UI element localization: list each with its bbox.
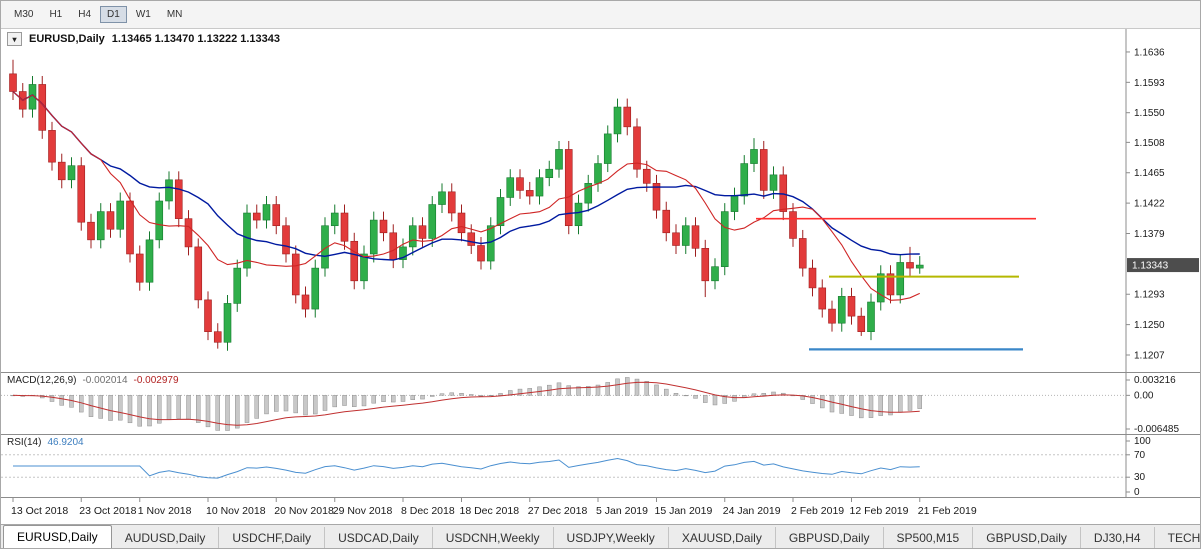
- rsi-line: [13, 457, 920, 479]
- macd-axis-label: 0.00: [1134, 390, 1154, 401]
- date-label: 12 Feb 2019: [850, 505, 909, 517]
- chart-tab-xauusd-daily[interactable]: XAUUSD,Daily: [669, 527, 776, 548]
- price-tick-label: 1.1636: [1134, 47, 1165, 58]
- chart-area: 1.1636 1.1593 1.1550 1.1508 1.1465 1.1422 1.13…: [1, 29, 1200, 524]
- date-label: 10 Nov 2018: [206, 505, 266, 517]
- chart-tab-dj30-h4[interactable]: DJ30,H4: [1081, 527, 1155, 548]
- macd-panel: 0.003216 0.00 -0.006485 MACD(12,26,9) -0.0…: [1, 373, 1200, 435]
- svg-text:1.13343: 1.13343: [1132, 261, 1169, 272]
- timeframe-button-h1[interactable]: H1: [42, 6, 69, 23]
- date-label: 15 Jan 2019: [655, 505, 713, 517]
- rsi-axis-label: 0: [1134, 487, 1140, 498]
- ma-fast: [12, 91, 920, 301]
- price-tick-label: 1.1293: [1134, 290, 1165, 301]
- chart-tab-usdchf-daily[interactable]: USDCHF,Daily: [219, 527, 326, 548]
- macd-signal-line: [12, 381, 920, 426]
- chart-tab-sp500-m15[interactable]: SP500,M15: [884, 527, 974, 548]
- date-label: 1 Nov 2018: [138, 505, 192, 517]
- price-tick-label: 1.1422: [1134, 199, 1165, 210]
- timeframe-button-d1[interactable]: D1: [100, 6, 127, 23]
- timeframe-button-mn[interactable]: MN: [160, 6, 190, 23]
- rsi-panel: 100 70 30 0 RSI(14) 46.9204: [1, 435, 1200, 498]
- current-price-badge: 1.13343: [1127, 258, 1199, 273]
- chart-tab-audusd-daily[interactable]: AUDUSD,Daily: [112, 527, 220, 548]
- date-label: 8 Dec 2018: [401, 505, 455, 517]
- macd-axis-label: 0.003216: [1134, 375, 1176, 386]
- date-label: 2 Feb 2019: [791, 505, 844, 517]
- rsi-indicator-chart[interactable]: 100 70 30 0: [1, 435, 1200, 498]
- macd-axis-label: -0.006485: [1134, 424, 1179, 435]
- timeframe-toolbar: M30 H1 H4 D1 W1 MN: [1, 1, 1200, 29]
- timeframe-button-w1[interactable]: W1: [129, 6, 158, 23]
- symbol-dropdown-button[interactable]: ▾: [7, 32, 22, 46]
- chart-tab-gbpusd-daily[interactable]: GBPUSD,Daily: [776, 527, 884, 548]
- date-label: 18 Dec 2018: [460, 505, 520, 517]
- ma-slow: [12, 90, 920, 261]
- date-label: 23 Oct 2018: [79, 505, 136, 517]
- rsi-axis-label: 100: [1134, 436, 1151, 447]
- candles: [9, 59, 924, 351]
- macd-histogram: [10, 377, 922, 431]
- chart-tab-gbpusd-daily[interactable]: GBPUSD,Daily: [973, 527, 1081, 548]
- price-tick-label: 1.1250: [1134, 320, 1165, 331]
- time-axis: 13 Oct 2018 23 Oct 2018 1 Nov 2018 10 Nov 2…: [1, 498, 1200, 524]
- price-tick-label: 1.1207: [1134, 350, 1165, 361]
- date-label: 5 Jan 2019: [596, 505, 648, 517]
- price-tick-label: 1.1550: [1134, 108, 1165, 119]
- price-tick-label: 1.1508: [1134, 138, 1165, 149]
- time-axis-labels[interactable]: 13 Oct 2018 23 Oct 2018 1 Nov 2018 10 Nov 2…: [1, 498, 1200, 524]
- macd-indicator-chart[interactable]: 0.003216 0.00 -0.006485: [1, 373, 1200, 435]
- timeframe-button-h4[interactable]: H4: [71, 6, 98, 23]
- chart-tab-usdjpy-weekly[interactable]: USDJPY,Weekly: [554, 527, 669, 548]
- price-tick-label: 1.1379: [1134, 229, 1165, 240]
- timeframe-button-m30[interactable]: M30: [7, 6, 40, 23]
- price-tick-label: 1.1593: [1134, 78, 1165, 89]
- rsi-axis-label: 30: [1134, 472, 1146, 483]
- date-label: 29 Nov 2018: [333, 505, 393, 517]
- rsi-axis-label: 70: [1134, 450, 1146, 461]
- date-label: 27 Dec 2018: [528, 505, 588, 517]
- chart-tabs-bar: EURUSD,Daily AUDUSD,Daily USDCHF,Daily USDC…: [1, 524, 1200, 548]
- date-label: 20 Nov 2018: [274, 505, 334, 517]
- date-label: 21 Feb 2019: [918, 505, 977, 517]
- chevron-down-icon: ▾: [12, 34, 17, 44]
- date-label: 24 Jan 2019: [723, 505, 781, 517]
- chart-tab-tech1[interactable]: TECH1: [1155, 527, 1200, 548]
- price-tick-label: 1.1465: [1134, 168, 1165, 179]
- chart-tab-eurusd-daily[interactable]: EURUSD,Daily: [3, 525, 112, 548]
- chart-tab-usdcnh-weekly[interactable]: USDCNH,Weekly: [433, 527, 554, 548]
- chart-tab-usdcad-daily[interactable]: USDCAD,Daily: [325, 527, 433, 548]
- price-chart-panel: 1.1636 1.1593 1.1550 1.1508 1.1465 1.1422 1.13…: [1, 29, 1200, 373]
- date-label: 13 Oct 2018: [11, 505, 68, 517]
- candlestick-chart[interactable]: 1.1636 1.1593 1.1550 1.1508 1.1465 1.1422 1.13…: [1, 29, 1200, 373]
